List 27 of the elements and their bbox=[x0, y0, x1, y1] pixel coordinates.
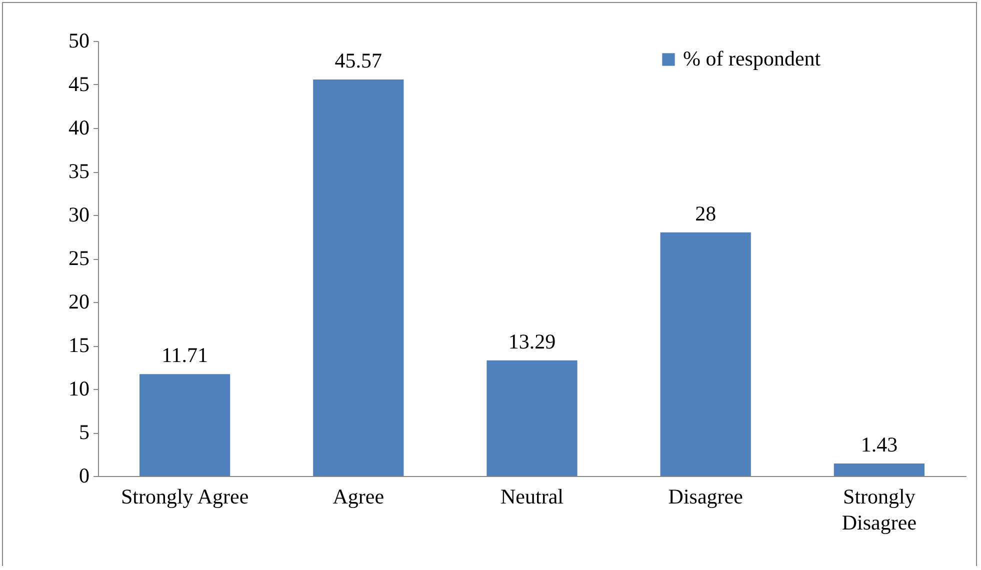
bar bbox=[660, 232, 751, 476]
bar bbox=[486, 360, 578, 476]
bar bbox=[834, 464, 925, 476]
y-tick-label: 20 bbox=[68, 290, 90, 314]
data-label: 13.29 bbox=[508, 329, 556, 354]
y-tick-label: 25 bbox=[68, 246, 90, 270]
y-tick-label: 45 bbox=[68, 72, 90, 96]
x-tick-label: Agree bbox=[332, 484, 384, 508]
x-tick-label: Neutral bbox=[500, 484, 564, 508]
data-label: 11.71 bbox=[162, 343, 208, 368]
y-tick-label: 10 bbox=[68, 376, 90, 400]
bar bbox=[139, 374, 230, 476]
data-label: 1.43 bbox=[860, 432, 898, 457]
y-tick-label: 0 bbox=[79, 464, 90, 488]
y-tick-label: 35 bbox=[68, 159, 90, 183]
x-tick-label: Strongly Disagree bbox=[842, 484, 917, 534]
x-tick-label: Disagree bbox=[668, 484, 743, 508]
y-tick-label: 30 bbox=[68, 202, 90, 226]
y-tick-label: 50 bbox=[68, 28, 90, 52]
legend-label: % of respondent bbox=[683, 46, 821, 70]
y-tick-label: 40 bbox=[68, 116, 90, 140]
data-label: 45.57 bbox=[334, 48, 382, 73]
data-label: 28 bbox=[695, 201, 716, 226]
y-tick-label: 5 bbox=[79, 420, 90, 444]
x-tick-label: Strongly Agree bbox=[120, 484, 249, 508]
y-tick-label: 15 bbox=[68, 333, 90, 357]
bar bbox=[313, 80, 404, 476]
